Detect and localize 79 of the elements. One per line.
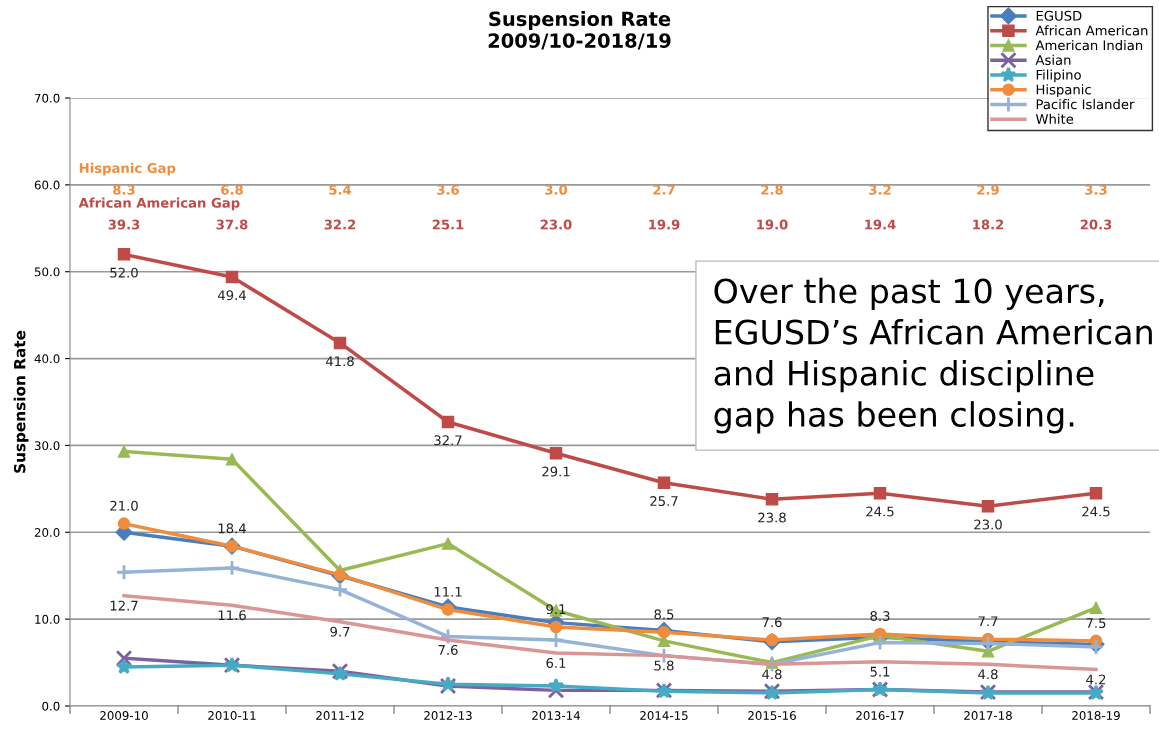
x-tick-label: 2017-18 bbox=[964, 711, 1012, 720]
data-label: 4.2 bbox=[1086, 674, 1106, 685]
data-label: 29.1 bbox=[542, 466, 570, 477]
data-label: 41.8 bbox=[325, 356, 354, 367]
y-axis-title: Suspension Rate bbox=[13, 330, 29, 473]
annotation: 3.6 bbox=[437, 184, 459, 195]
y-tick-label: 50.0 bbox=[34, 267, 60, 277]
data-label: 7.5 bbox=[1086, 618, 1106, 629]
data-label: 32.7 bbox=[434, 435, 462, 446]
legend-label: African American bbox=[1035, 25, 1148, 36]
annotation: 37.8 bbox=[216, 219, 248, 230]
data-label: 7.6 bbox=[438, 644, 458, 655]
annotation: 2.7 bbox=[653, 184, 675, 195]
data-label: 8.5 bbox=[654, 609, 674, 620]
annotation: 19.9 bbox=[649, 219, 680, 230]
annotation: African American Gap bbox=[78, 197, 240, 211]
y-tick-label: 30.0 bbox=[34, 441, 60, 451]
annotation: 3.3 bbox=[1085, 184, 1107, 195]
data-label: 7.6 bbox=[762, 617, 782, 628]
data-label: 12.7 bbox=[110, 600, 138, 611]
data-label: 9.7 bbox=[330, 626, 350, 637]
data-label: 5.8 bbox=[654, 660, 674, 671]
annotation: 32.2 bbox=[324, 219, 356, 230]
y-tick-label: 0.0 bbox=[42, 701, 60, 711]
data-label: 11.6 bbox=[218, 610, 246, 621]
y-tick-label: 40.0 bbox=[34, 354, 60, 364]
annotation: 8.3 bbox=[113, 184, 135, 195]
annotation: 3.0 bbox=[545, 184, 568, 195]
legend-label: EGUSD bbox=[1036, 10, 1082, 21]
data-label: 4.8 bbox=[978, 669, 998, 680]
x-tick-label: 2018-19 bbox=[1072, 711, 1120, 720]
data-label: 6.1 bbox=[546, 657, 566, 668]
x-tick-label: 2011-12 bbox=[316, 711, 364, 720]
legend-label: Hispanic bbox=[1036, 84, 1091, 98]
x-tick-label: 2010-11 bbox=[208, 711, 256, 720]
annotation: 5.4 bbox=[329, 184, 352, 195]
legend-label: White bbox=[1035, 113, 1074, 125]
x-tick-label: 2013-14 bbox=[532, 711, 580, 720]
data-label: 7.7 bbox=[978, 616, 998, 627]
annotation: 39.3 bbox=[108, 219, 140, 230]
annotation: 25.1 bbox=[432, 219, 464, 230]
chart-title: Suspension Rate 2009/10-2018/19 bbox=[488, 11, 671, 50]
data-label: 21.0 bbox=[110, 500, 138, 511]
data-label: 11.1 bbox=[434, 586, 462, 597]
legend-label: American Indian bbox=[1035, 40, 1143, 51]
x-tick-label: 2009-10 bbox=[100, 711, 148, 720]
data-label: 24.5 bbox=[866, 506, 894, 517]
x-tick-label: 2016-17 bbox=[856, 711, 904, 720]
x-tick-label: 2012-13 bbox=[424, 711, 472, 720]
data-label: 25.7 bbox=[650, 496, 678, 507]
data-label: 4.8 bbox=[762, 669, 782, 680]
annotation: Over the past 10 years, EGUSD’s African American and Hispanic discipline gap has been closing. bbox=[714, 277, 1152, 434]
legend-label: Filipino bbox=[1036, 69, 1081, 83]
data-label: 18.4 bbox=[218, 523, 246, 534]
annotation: 20.3 bbox=[1080, 219, 1112, 230]
y-tick-label: 10.0 bbox=[35, 614, 60, 624]
x-tick-label: 2015-16 bbox=[748, 711, 796, 720]
x-tick-label: 2014-15 bbox=[640, 711, 688, 720]
data-label: 5.1 bbox=[870, 666, 890, 677]
data-label: 23.0 bbox=[974, 519, 1002, 530]
annotation: 19.4 bbox=[865, 219, 896, 230]
data-label: 52.0 bbox=[110, 267, 138, 278]
annotation: Hispanic Gap bbox=[79, 162, 176, 176]
annotation: 6.8 bbox=[221, 184, 243, 195]
annotation: 23.0 bbox=[540, 219, 572, 230]
y-tick-label: 70.0 bbox=[34, 93, 60, 103]
annotation: 3.2 bbox=[869, 184, 891, 195]
annotation: 2.8 bbox=[761, 184, 783, 195]
annotation: 18.2 bbox=[973, 219, 1004, 230]
data-label: 49.4 bbox=[217, 290, 246, 301]
data-label: 8.3 bbox=[870, 611, 890, 622]
legend-label: Asian bbox=[1035, 54, 1071, 66]
data-label: 24.5 bbox=[1082, 506, 1110, 517]
legend-label: Pacific Islander bbox=[1036, 99, 1135, 110]
annotation: 19.0 bbox=[757, 219, 788, 230]
y-tick-label: 20.0 bbox=[34, 528, 60, 537]
data-label: 23.8 bbox=[758, 512, 786, 523]
annotation: 2.9 bbox=[977, 184, 999, 195]
y-tick-label: 60.0 bbox=[34, 180, 60, 190]
